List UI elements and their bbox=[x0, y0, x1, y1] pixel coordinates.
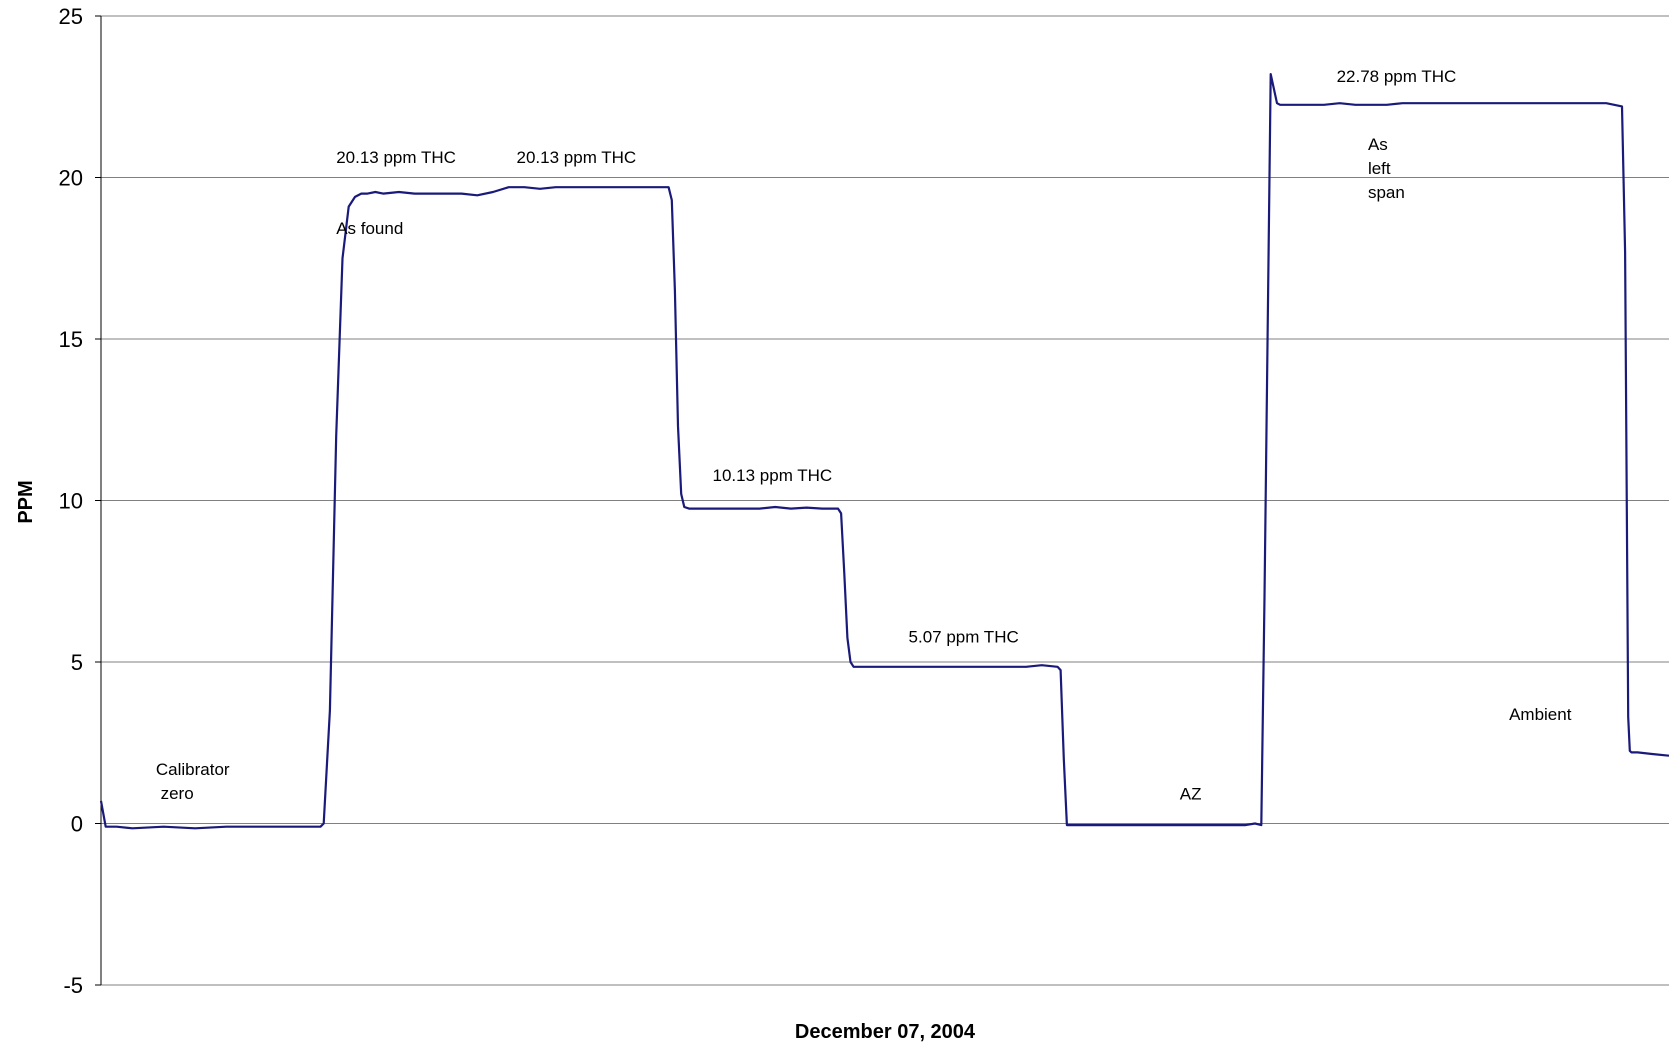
annotation-4: 10.13 ppm THC bbox=[713, 466, 833, 485]
series-line-0 bbox=[99, 72, 1669, 830]
y-tick-label-3: 10 bbox=[59, 489, 83, 514]
annotation-9: Ambient bbox=[1509, 705, 1572, 724]
annotation-6: AZ bbox=[1180, 784, 1202, 803]
grid-lines bbox=[101, 15, 1669, 986]
y-tick-label-2: 5 bbox=[71, 650, 83, 675]
series-group bbox=[99, 72, 1669, 830]
annotation-3: As found bbox=[336, 219, 403, 238]
y-tick-label-0: -5 bbox=[63, 973, 83, 998]
annotation-8: As left span bbox=[1368, 135, 1405, 202]
annotation-1: 20.13 ppm THC bbox=[336, 148, 456, 167]
y-tick-label-6: 25 bbox=[59, 4, 83, 29]
y-tick-label-4: 15 bbox=[59, 327, 83, 352]
annotation-7: 22.78 ppm THC bbox=[1337, 67, 1457, 86]
y-axis: -5 0 5 10 15 20 25 bbox=[59, 4, 102, 998]
annotation-2: 20.13 ppm THC bbox=[517, 148, 637, 167]
annotation-0: Calibrator zero bbox=[156, 760, 230, 803]
annotations: Calibrator zero 20.13 ppm THC 20.13 ppm TH… bbox=[156, 67, 1572, 803]
y-axis-title: PPM bbox=[15, 480, 37, 523]
annotation-5: 5.07 ppm THC bbox=[909, 628, 1019, 647]
y-tick-label-5: 20 bbox=[59, 166, 83, 191]
y-tick-label-1: 0 bbox=[71, 812, 83, 837]
x-axis-title: December 07, 2004 bbox=[795, 1021, 976, 1043]
